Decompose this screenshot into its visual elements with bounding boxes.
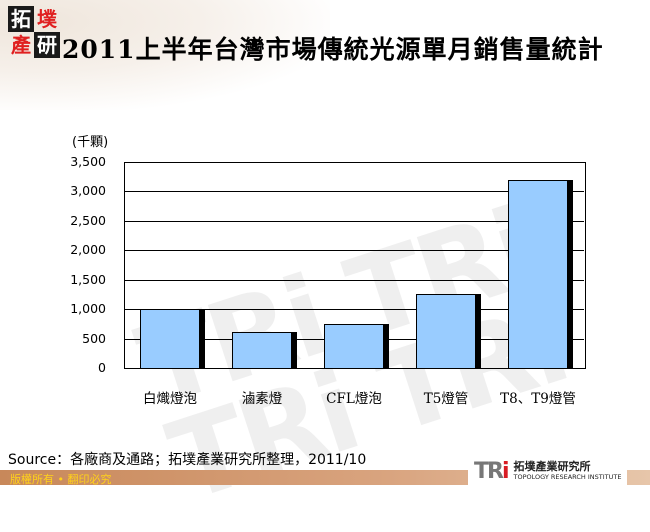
brand-cn: 拓墣產業研究所 [513,459,591,473]
source-note: Source：各廠商及通路；拓墣產業研究所整理，2011/10 [8,452,367,468]
gridline [124,191,584,193]
logo-char: 產 [11,33,31,57]
page-title: 2011上半年台灣市場傳統光源單月銷售量統計 [62,35,604,64]
y-axis-unit: (千顆) [72,135,109,150]
logo-char: 研 [34,32,60,58]
plot-area [124,162,586,369]
bar [232,331,292,369]
x-tick-label: 白熾燈泡 [143,391,197,407]
y-tick-label: 0 [98,360,106,375]
gridline [124,220,584,222]
y-tick-label: 3,500 [70,154,106,169]
x-tick-label: CFL燈泡 [326,391,382,407]
y-tick-label: 1,000 [70,301,106,317]
gridline [124,250,584,252]
x-tick-label: T5燈管 [423,391,469,407]
logo: 拓 墣 產 研 [8,6,60,58]
bar [416,294,476,369]
tri-brand: TRi 拓墣產業研究所 TOPOLOGY RESEARCH INSTITUTE [468,457,628,486]
bar [140,309,200,369]
bar [508,180,568,369]
y-tick-label: 2,500 [70,212,106,228]
logo-char: 墣 [37,7,57,31]
logo-char: 拓 [8,6,34,32]
y-tick-label: 1,500 [70,271,106,287]
gridline [124,309,584,311]
bar [324,323,384,369]
x-tick-label: T8、T9燈管 [500,391,576,407]
y-tick-label: 500 [82,330,106,346]
gridline [124,279,584,281]
y-tick-label: 3,000 [70,183,106,199]
copyright-text: 版權所有 • 翻印必究 [10,473,112,486]
brand-en: TOPOLOGY RESEARCH INSTITUTE [513,472,622,481]
y-tick-label: 2,000 [70,242,106,258]
x-tick-label: 滷素燈 [241,391,283,407]
tri-logo-icon: TRi [474,459,509,484]
